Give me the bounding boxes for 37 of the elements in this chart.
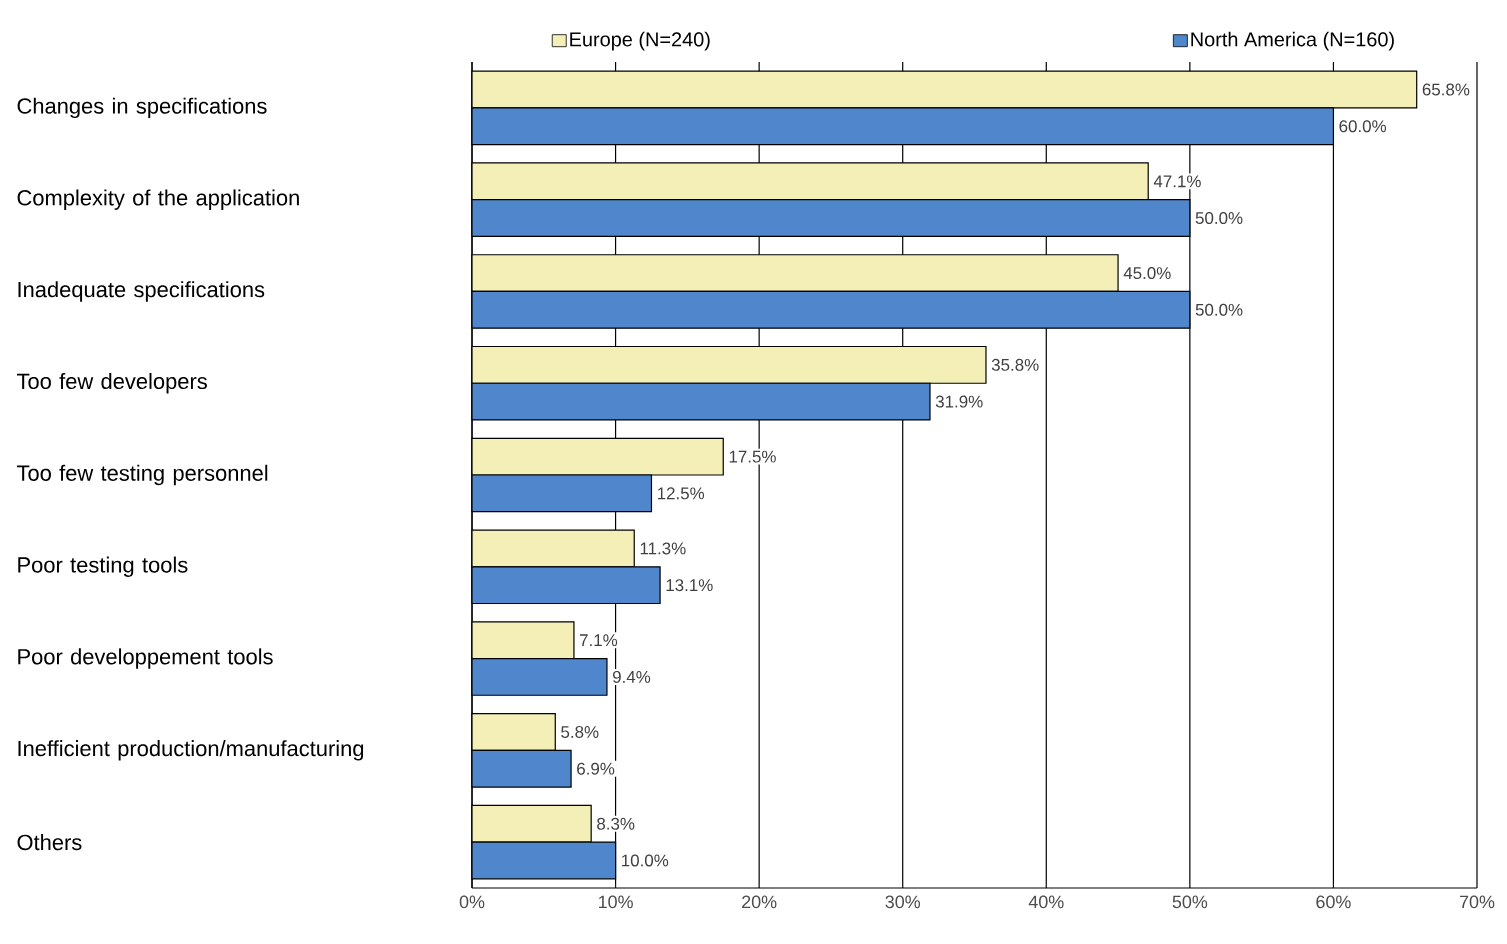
data-label: 50.0% [1195,303,1243,316]
x-tick-label: 50% [1172,895,1208,909]
data-label: 5.8% [561,725,599,738]
y-tick-label: Inadequate specifications [18,281,265,302]
data-label: 9.4% [612,670,651,683]
data-label: 60.0% [1339,120,1387,133]
data-label: 10.0% [622,854,669,867]
data-label: 7.1% [580,634,618,647]
x-tick-label: 40% [1028,895,1064,909]
data-label: 47.1% [1153,175,1201,188]
data-label: 65.8% [1422,83,1470,96]
x-tick-label: 0% [459,895,485,909]
y-tick-label: Too few developers [16,373,207,394]
data-label: 6.9% [577,762,615,775]
y-tick-label: Poor developpement tools [18,648,273,669]
data-label: 11.3% [640,542,686,555]
data-label: 45.0% [1123,267,1171,280]
data-label: 17.5% [729,450,776,463]
data-label: 50.0% [1195,212,1243,225]
x-tick-label: 20% [742,895,777,909]
y-tick-label: Changes in specifications [17,97,267,119]
data-label: 31.9% [935,395,983,408]
x-tick-label: 70% [1459,895,1495,909]
legend-label: North America (N=160) [1191,31,1394,51]
legend-label: Europe (N=240) [570,31,710,51]
x-tick-label: 10% [598,895,633,909]
data-label: 8.3% [597,817,635,830]
y-tick-label: Poor testing tools [18,556,188,577]
y-tick-label: Complexity of the application [17,189,299,210]
data-label: 13.1% [666,579,713,592]
x-tick-label: 30% [885,895,921,909]
data-label: 12.5% [657,487,705,500]
x-tick-label: 60% [1316,895,1351,909]
data-label: 35.8% [991,358,1039,371]
y-tick-label: Others [17,834,82,851]
y-tick-label: Inefficient production/manufacturing [18,740,364,761]
y-tick-label: Too few testing personnel [16,464,268,486]
